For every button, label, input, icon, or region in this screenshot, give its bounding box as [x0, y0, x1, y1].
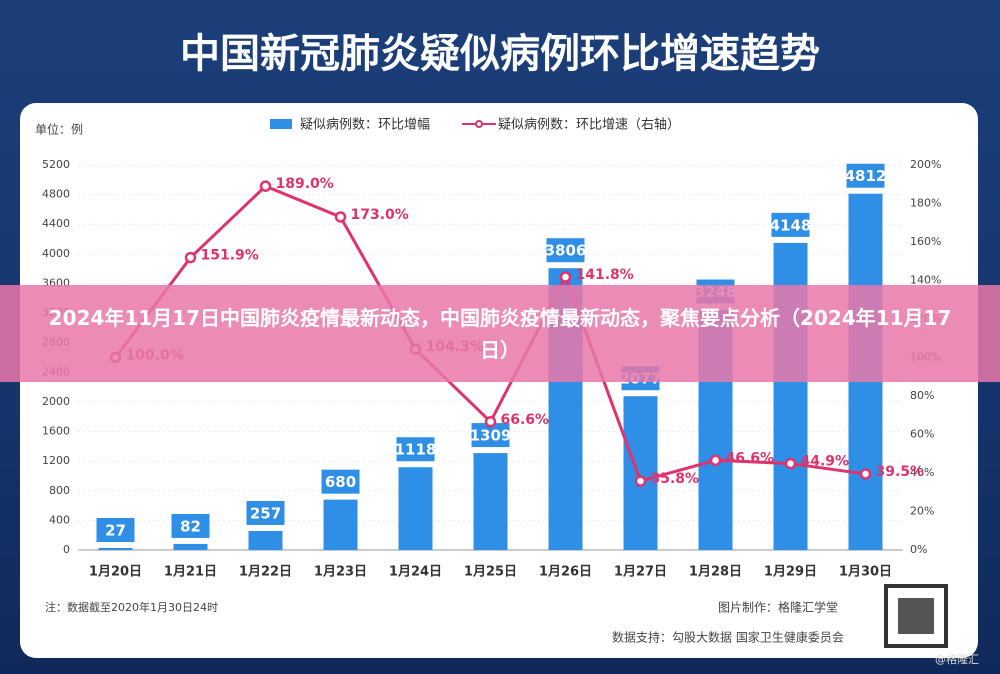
banner-text: 2024年11月17日中国肺炎疫情最新动态，中国肺炎疫情最新动态，聚焦要点分析（…	[48, 305, 952, 362]
line-label: 46.6%	[726, 450, 775, 466]
x-tick-label: 1月25日	[464, 565, 517, 580]
unit-label: 单位：例	[35, 122, 83, 137]
x-tick-label: 1月23日	[314, 565, 367, 580]
y-tick-label: 4800	[42, 188, 70, 201]
bar	[98, 548, 133, 550]
y2-tick-label: 140%	[910, 274, 941, 287]
line-point	[784, 457, 797, 470]
watermark: @格隆汇	[935, 652, 979, 666]
bar-label: 1309	[470, 427, 512, 445]
bar-label-box	[171, 513, 210, 538]
line-point	[559, 271, 572, 283]
line-label: 35.8%	[651, 471, 700, 487]
line-label: 151.9%	[201, 248, 259, 264]
maker: 图片制作：格隆汇学堂	[718, 600, 838, 615]
bar	[323, 499, 358, 550]
line-label: 173.0%	[351, 207, 409, 223]
line-point	[709, 454, 722, 467]
line-point	[859, 468, 872, 480]
x-tick-label: 1月27日	[614, 565, 667, 580]
x-tick-label: 1月21日	[164, 565, 217, 580]
bar-label-box	[546, 238, 585, 263]
bar-label-box	[321, 469, 360, 494]
line-point	[259, 180, 272, 192]
note: 注：数据截至2020年1月30日24时	[45, 600, 218, 614]
y-tick-label: 800	[49, 484, 70, 497]
legend-label: 疑似病例数：环比增幅	[300, 117, 430, 133]
x-tick-label: 1月22日	[239, 565, 292, 580]
bar	[398, 467, 433, 550]
bar-label: 3806	[545, 242, 587, 260]
line-label: 189.0%	[276, 176, 334, 192]
bar-label-box	[846, 163, 885, 188]
qr-code-inner	[898, 598, 934, 634]
y2-tick-label: 200%	[910, 158, 941, 171]
y2-tick-label: 20%	[910, 505, 934, 518]
line-point	[334, 211, 347, 223]
y2-tick-label: 40%	[910, 466, 934, 479]
chart-title: 中国新冠肺炎疑似病例环比增速趋势	[180, 31, 820, 77]
bar-label-box	[396, 437, 435, 462]
y-tick-label: 2000	[42, 395, 70, 408]
x-tick-label: 1月30日	[839, 565, 892, 580]
bar	[623, 396, 658, 550]
y2-tick-label: 80%	[910, 389, 934, 402]
x-tick-label: 1月28日	[689, 565, 742, 580]
y-tick-label: 1600	[42, 425, 70, 438]
line-label: 141.8%	[576, 267, 634, 283]
line-label: 39.5%	[876, 464, 925, 480]
y2-tick-label: 180%	[910, 197, 941, 210]
y-tick-label: 4000	[42, 247, 70, 260]
bar-label-box	[96, 518, 135, 543]
bar-label: 1118	[395, 441, 437, 459]
line-label: 66.6%	[501, 412, 550, 428]
bar-label: 680	[325, 473, 356, 491]
bar-label-box	[771, 212, 810, 237]
y-tick-label: 400	[49, 513, 70, 526]
y2-tick-label: 60%	[910, 428, 934, 441]
line-label: 44.9%	[801, 454, 850, 470]
source: 数据支持：勾股大数据 国家卫生健康委员会	[612, 630, 844, 645]
bar-label: 82	[180, 517, 201, 535]
bar-label: 4812	[845, 167, 887, 185]
y2-tick-label: 160%	[910, 235, 941, 248]
x-tick-label: 1月20日	[89, 565, 142, 580]
bar-label-box	[246, 500, 285, 525]
bar-label: 27	[105, 522, 126, 540]
y2-tick-label: 0%	[910, 543, 927, 556]
legend-label: 疑似病例数：环比增速（右轴）	[498, 117, 680, 133]
legend-swatch	[270, 119, 292, 129]
line-point	[484, 416, 497, 428]
x-tick-label: 1月26日	[539, 565, 592, 580]
bar	[173, 543, 208, 550]
bar-label: 4148	[770, 216, 812, 234]
x-tick-label: 1月24日	[389, 565, 442, 580]
line-point	[184, 251, 197, 264]
bar-label: 257	[250, 504, 281, 522]
y-tick-label: 1200	[42, 454, 70, 467]
y-tick-label: 0	[63, 543, 70, 556]
y-tick-label: 4400	[42, 217, 70, 230]
x-tick-label: 1月29日	[764, 565, 817, 580]
bar	[248, 530, 283, 550]
legend-swatch-dot	[475, 120, 483, 128]
y-tick-label: 5200	[42, 158, 70, 171]
line-point	[634, 475, 647, 487]
bar	[473, 453, 508, 550]
banner: 2024年11月17日中国肺炎疫情最新动态，中国肺炎疫情最新动态，聚焦要点分析（…	[0, 285, 1000, 382]
